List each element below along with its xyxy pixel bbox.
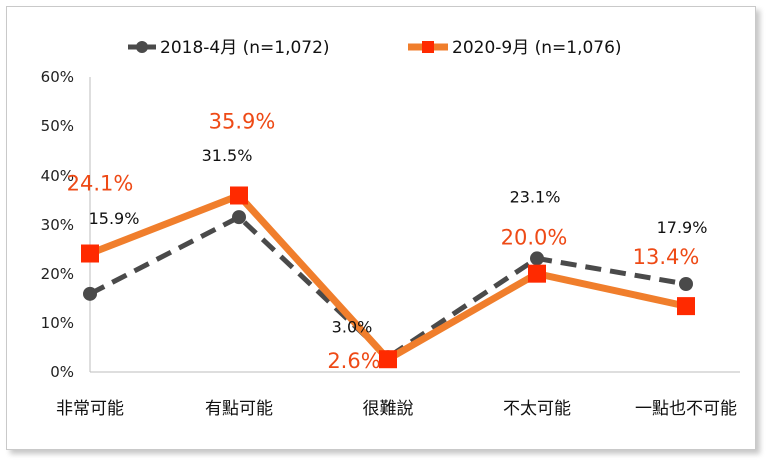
series-2-marker-3 — [379, 350, 397, 368]
y-tick-20: 20% — [41, 265, 74, 283]
legend-label-2018: 2018-4月 (n=1,072) — [160, 38, 330, 58]
axes — [90, 77, 740, 372]
series-line-2 — [90, 195, 686, 359]
series-2-marker-4 — [528, 265, 546, 283]
legend-marker-2020 — [422, 41, 434, 53]
series-1-data-label-2: 31.5% — [202, 146, 253, 165]
series-2-data-label-1: 24.1% — [67, 172, 134, 196]
series-1-marker-2 — [232, 210, 246, 224]
series-1-marker-4 — [530, 251, 544, 265]
series-2-data-label-2: 35.9% — [209, 109, 276, 133]
legend-marker-2018 — [136, 41, 148, 53]
series-2-data-label-3: 2.6% — [327, 349, 380, 373]
category-label-2: 有點可能 — [205, 399, 273, 419]
y-tick-50: 50% — [41, 117, 74, 135]
series-1-data-label-1: 15.9% — [89, 209, 140, 228]
plot-area: 15.9% 31.5% 3.0% 23.1% 17.9% 24.1% 35.9% 2.6% 20… — [67, 109, 708, 373]
series-1-marker-5 — [679, 277, 693, 291]
series-1-marker-1 — [83, 287, 97, 301]
y-tick-labels: 60% 50% 40% 30% 20% 10% 0% — [41, 68, 74, 381]
category-label-4: 不太可能 — [503, 399, 571, 419]
category-label-3: 很難說 — [363, 399, 414, 419]
category-label-5: 一點也不可能 — [635, 399, 737, 419]
legend: 2018-4月 (n=1,072) 2020-9月 (n=1,076) — [128, 38, 622, 58]
series-2-marker-2 — [230, 186, 248, 204]
series-1-data-label-4: 23.1% — [510, 187, 561, 206]
series-2-data-label-4: 20.0% — [501, 226, 568, 250]
y-tick-60: 60% — [41, 68, 74, 86]
legend-label-2020: 2020-9月 (n=1,076) — [452, 38, 622, 58]
y-tick-10: 10% — [41, 314, 74, 332]
series-1-data-label-5: 17.9% — [657, 218, 708, 237]
series-2-marker-5 — [677, 297, 695, 315]
series-2-data-label-5: 13.4% — [633, 245, 700, 269]
y-tick-30: 30% — [41, 216, 74, 234]
series-2-marker-1 — [81, 245, 99, 263]
category-label-1: 非常可能 — [56, 399, 124, 419]
series-1-data-label-3: 3.0% — [332, 317, 373, 336]
x-category-labels: 非常可能 有點可能 很難說 不太可能 一點也不可能 — [56, 399, 737, 419]
y-tick-0: 0% — [50, 363, 74, 381]
